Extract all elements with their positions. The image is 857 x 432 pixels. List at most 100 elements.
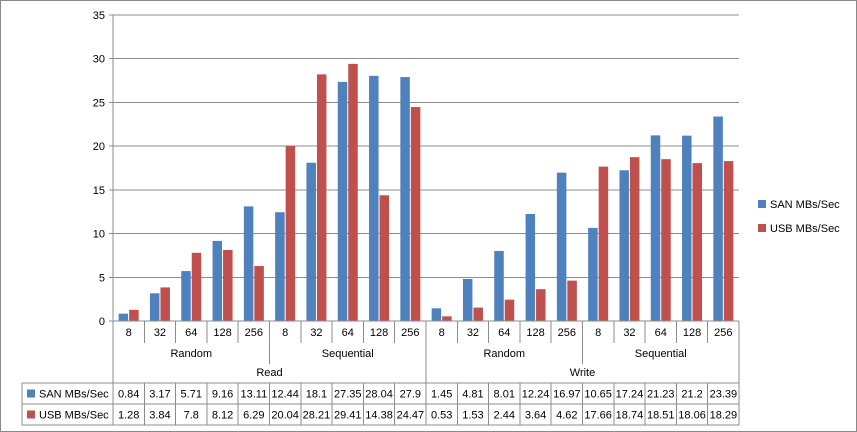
x-tick-label: 128	[370, 327, 388, 339]
table-value: 4.62	[556, 410, 577, 422]
table-value: 13.11	[240, 389, 267, 401]
table-value: 27.35	[334, 389, 362, 401]
table-value: 17.66	[584, 410, 612, 422]
table-value: 1.53	[462, 410, 483, 422]
table-value: 23.39	[710, 389, 738, 401]
x-tick-label: 32	[623, 327, 635, 339]
table-value: 8.12	[212, 410, 233, 422]
y-tick-label: 35	[93, 10, 105, 22]
table-value: 27.9	[400, 389, 421, 401]
legend-key-usb	[758, 224, 766, 232]
bar-usb	[160, 287, 170, 321]
subgroup-label: Random	[483, 348, 525, 360]
x-tick-label: 8	[595, 327, 601, 339]
table-value: 28.04	[365, 389, 393, 401]
bar-usb	[129, 309, 139, 321]
bar-san	[337, 81, 348, 321]
x-tick-label: 128	[526, 327, 544, 339]
bar-usb	[379, 195, 390, 321]
table-value: 16.97	[553, 389, 581, 401]
bar-usb	[254, 266, 264, 321]
table-legend-key	[27, 389, 35, 398]
bar-san	[462, 278, 473, 321]
bar-usb	[285, 145, 296, 321]
bar-san	[650, 135, 661, 321]
x-tick-label: 32	[154, 327, 166, 339]
bar-usb	[348, 63, 358, 322]
bar-san	[713, 116, 723, 321]
bar-usb	[567, 280, 577, 321]
bar-usb	[504, 299, 515, 321]
x-tick-label: 256	[714, 327, 732, 339]
x-tick-label: 8	[126, 327, 132, 339]
table-value: 9.16	[212, 389, 233, 401]
x-tick-label: 256	[558, 327, 576, 339]
y-tick-label: 25	[93, 97, 105, 109]
bar-san	[431, 308, 442, 321]
bar-san	[369, 75, 379, 322]
legend-label: USB MBs/Sec	[770, 223, 840, 235]
legend-label: SAN MBs/Sec	[770, 199, 840, 211]
table-value: 1.28	[118, 410, 139, 422]
legend-key-san	[758, 200, 766, 208]
bar-usb	[410, 107, 421, 321]
bar-san	[494, 250, 504, 321]
bar-usb	[598, 166, 609, 321]
subgroup-label: Random	[170, 348, 212, 360]
table-value: 7.8	[184, 410, 199, 422]
bar-usb	[223, 250, 233, 321]
bar-san	[275, 212, 285, 321]
bar-san	[118, 313, 129, 321]
table-value: 3.84	[149, 410, 170, 422]
bar-san	[149, 293, 160, 321]
bar-usb	[191, 252, 202, 321]
x-tick-label: 128	[213, 327, 231, 339]
x-tick-label: 64	[185, 327, 197, 339]
subgroup-label: Sequential	[635, 348, 687, 360]
bar-usb	[442, 316, 452, 321]
table-value: 18.29	[710, 410, 738, 422]
bar-san	[243, 206, 254, 321]
bar-san	[619, 170, 629, 321]
bar-usb	[536, 289, 546, 321]
group-label: Read	[256, 367, 282, 379]
bar-usb	[692, 163, 703, 321]
y-tick-label: 15	[93, 185, 105, 197]
table-value: 21.23	[647, 389, 675, 401]
table-value: 1.45	[431, 389, 452, 401]
x-tick-label: 256	[245, 327, 263, 339]
subgroup-label: Sequential	[322, 348, 374, 360]
bar-usb	[723, 161, 734, 321]
table-value: 18.51	[647, 410, 675, 422]
bar-usb	[629, 157, 640, 321]
x-tick-label: 8	[282, 327, 288, 339]
table-series-label: SAN MBs/Sec	[39, 389, 109, 401]
table-value: 17.24	[616, 389, 644, 401]
x-tick-label: 64	[655, 327, 667, 339]
table-value: 2.44	[494, 410, 515, 422]
x-tick-label: 32	[310, 327, 322, 339]
bar-usb	[661, 159, 671, 321]
y-tick-label: 20	[93, 141, 105, 153]
table-value: 4.81	[462, 389, 483, 401]
x-tick-label: 64	[498, 327, 510, 339]
x-tick-label: 64	[342, 327, 354, 339]
x-tick-label: 8	[439, 327, 445, 339]
table-series-label: USB MBs/Sec	[39, 410, 109, 422]
y-tick-label: 5	[99, 272, 105, 284]
bar-san	[588, 227, 598, 321]
table-value: 14.38	[365, 410, 393, 422]
x-tick-label: 32	[467, 327, 479, 339]
bar-san	[400, 77, 410, 322]
table-value: 12.24	[522, 389, 550, 401]
table-value: 29.41	[334, 410, 362, 422]
y-tick-label: 10	[93, 229, 105, 241]
table-value: 18.1	[306, 389, 327, 401]
bar-san	[556, 172, 567, 321]
bar-san	[525, 213, 536, 321]
table-value: 12.44	[271, 389, 299, 401]
table-value: 3.17	[149, 389, 170, 401]
bar-san	[682, 135, 692, 321]
bar-san	[306, 162, 316, 321]
